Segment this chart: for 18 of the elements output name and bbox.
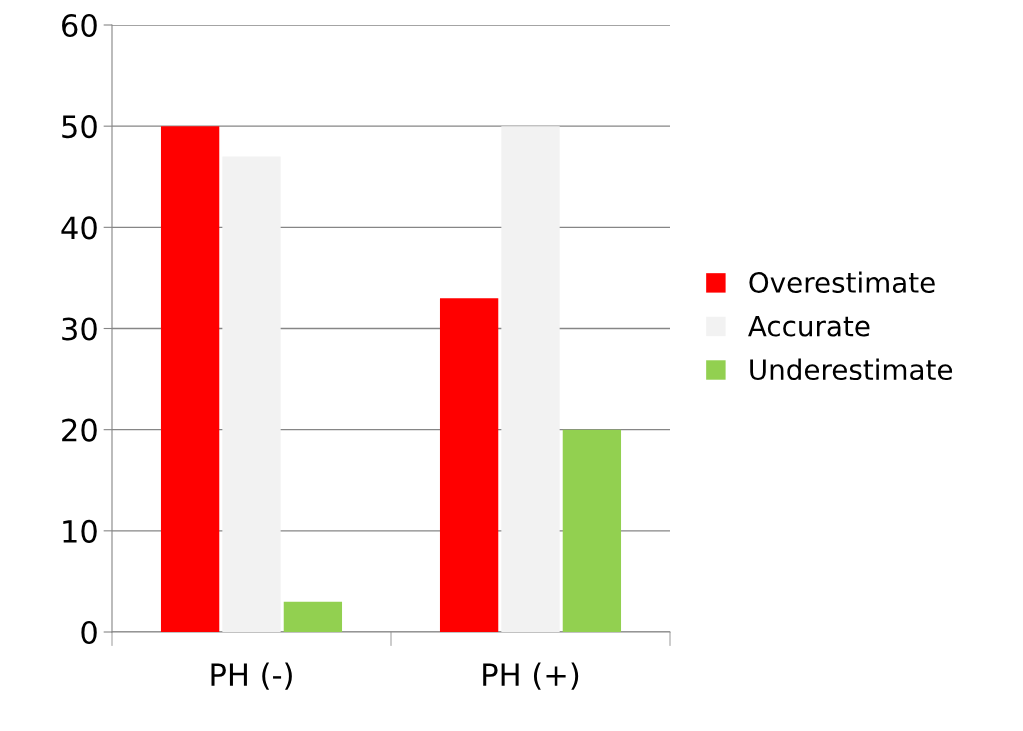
bar [283, 601, 343, 632]
bar [439, 298, 499, 632]
y-tick-label: 0 [81, 620, 97, 645]
bar [160, 126, 220, 632]
bar [501, 126, 560, 632]
y-tick-label: 20 [62, 418, 97, 442]
y-tick-label: 50 [62, 115, 97, 139]
legend-label: Accurate [748, 315, 870, 337]
y-tick-label: 30 [62, 317, 97, 341]
legend-label: Underestimate [750, 358, 953, 381]
x-tick-label: PH (+) [483, 662, 579, 690]
bar [562, 429, 622, 632]
y-tick-label: 60 [62, 13, 97, 38]
x-tick-label: PH (-) [211, 662, 292, 690]
legend-label: Overestimate [749, 271, 935, 294]
y-tick-label: 10 [63, 519, 97, 543]
bar [222, 156, 281, 632]
y-tick-label: 40 [61, 216, 97, 240]
